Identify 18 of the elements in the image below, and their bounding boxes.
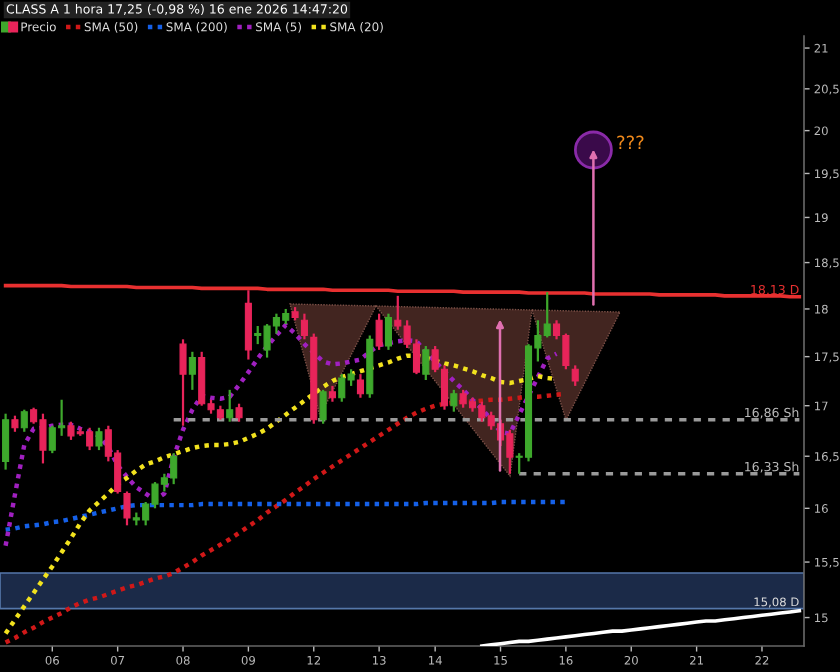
candlestick (422, 344, 430, 382)
candlestick (244, 289, 252, 361)
candlestick (95, 426, 103, 452)
candlestick (179, 338, 187, 427)
annotation: ??? (617, 135, 644, 149)
candlestick (300, 312, 308, 341)
line-series (480, 608, 802, 646)
candlestick (571, 364, 579, 388)
candlestick (384, 312, 393, 351)
candlestick (188, 350, 196, 391)
candlestick (123, 490, 131, 527)
candlestick (319, 388, 327, 425)
candlestick (20, 408, 28, 433)
candlestick (226, 388, 234, 423)
candlestick (375, 312, 383, 351)
candlestick (2, 412, 10, 471)
candlestick (356, 373, 364, 399)
candlestick (450, 388, 458, 413)
